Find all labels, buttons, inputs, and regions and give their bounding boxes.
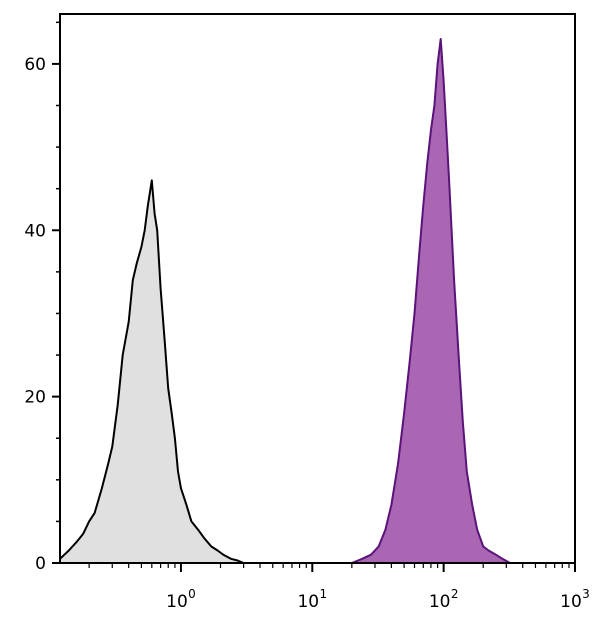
plot-frame (59, 13, 576, 564)
y-tick-label: 0 (35, 554, 46, 574)
x-tick-label: 10 (166, 592, 188, 612)
y-axis: 0 20 40 60 (24, 21, 60, 574)
y-tick-label: 60 (24, 55, 46, 75)
x-tick-exponent: 0 (188, 587, 196, 601)
y-tick-label: 40 (24, 221, 46, 241)
x-tick-label: 10 (429, 592, 451, 612)
series-2-area (351, 39, 510, 563)
x-tick-exponent: 3 (582, 587, 590, 601)
series-layer (59, 38, 511, 564)
x-tick-label: 10 (297, 592, 319, 612)
x-tick-label: 10 (560, 592, 582, 612)
series-1-line (59, 179, 244, 564)
series-1-area (60, 180, 244, 563)
series-2-line (351, 38, 511, 564)
y-tick-label: 20 (24, 388, 46, 408)
x-tick-exponent: 2 (451, 587, 459, 601)
x-axis: 10 0 10 1 10 2 10 3 (88, 563, 590, 612)
x-tick-exponent: 1 (319, 587, 327, 601)
